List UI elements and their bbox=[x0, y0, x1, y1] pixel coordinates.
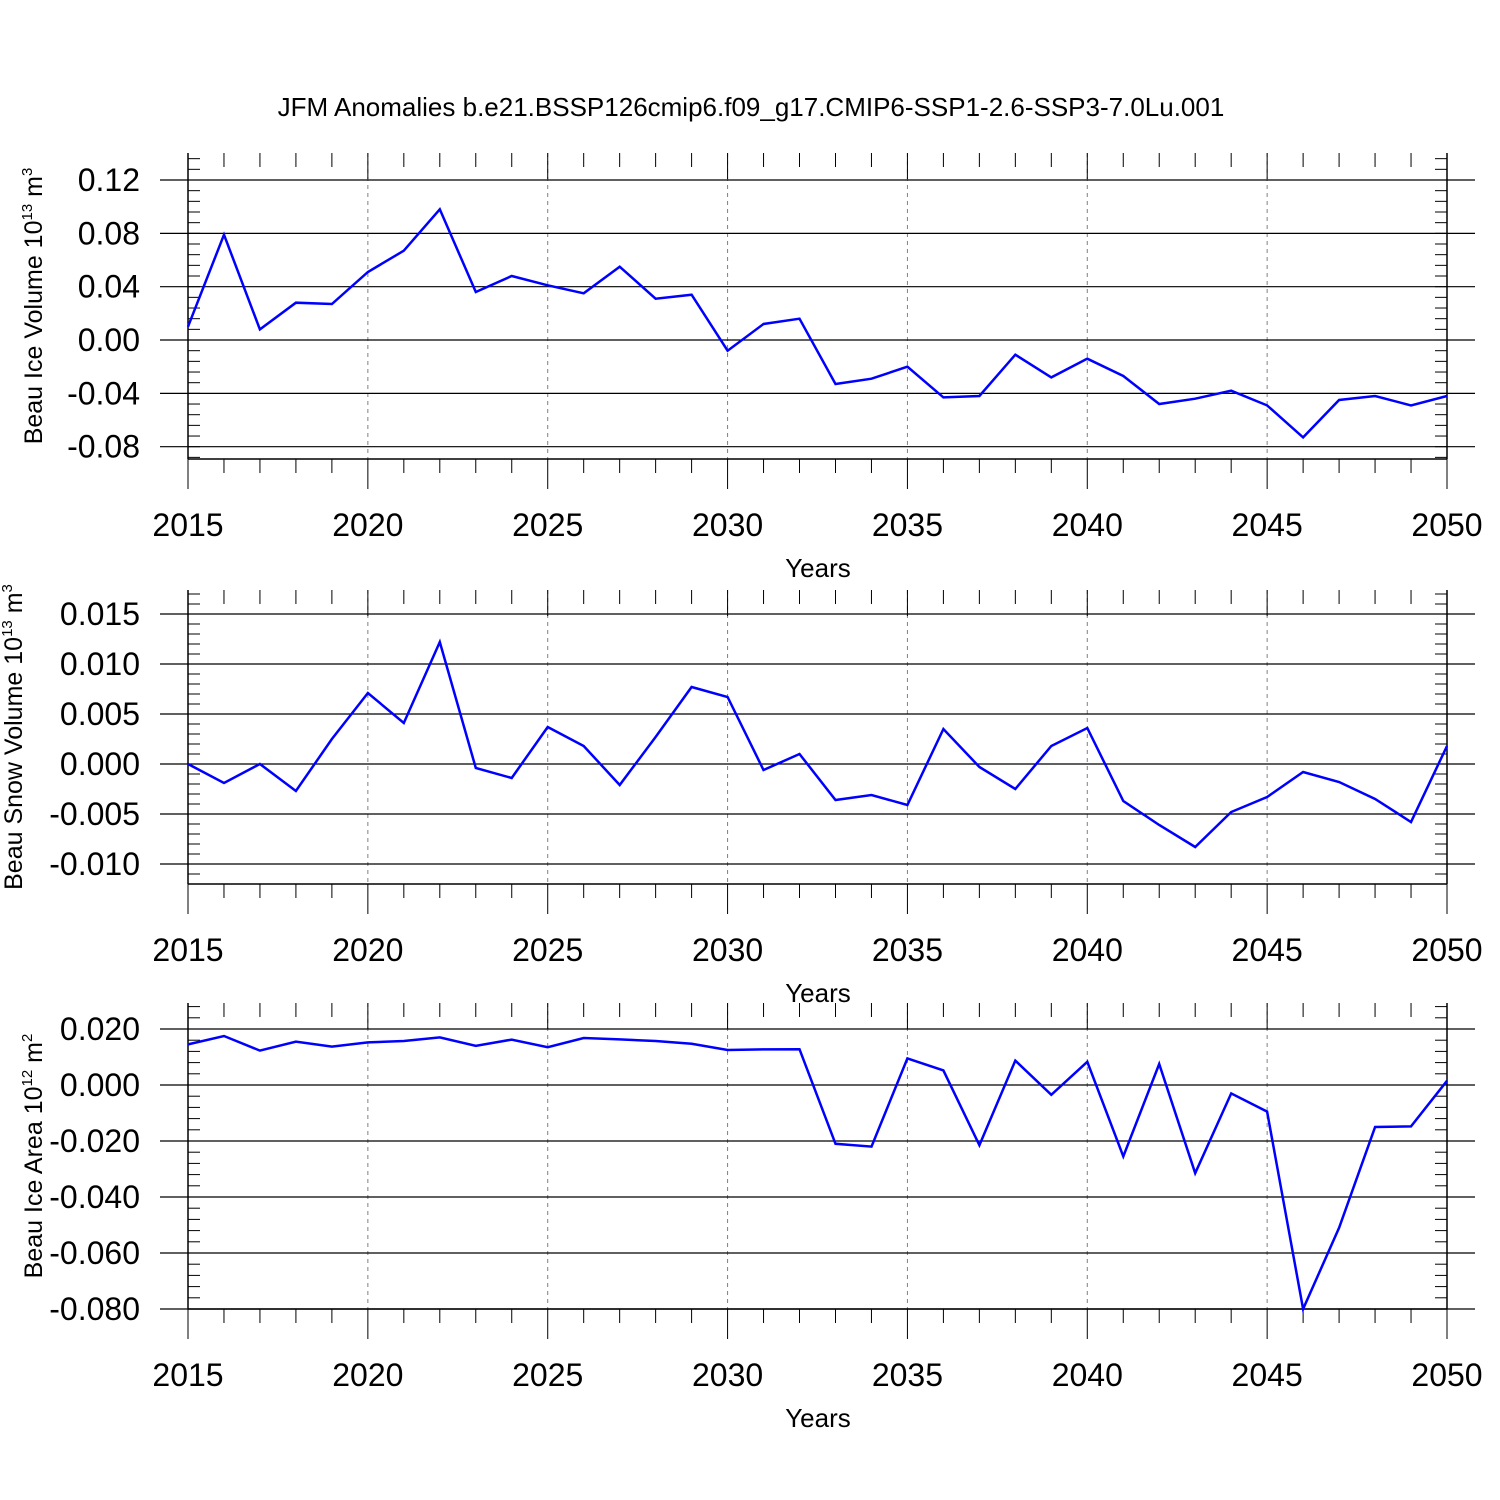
panel-1: 0.12 0.08 0.04 0.00 -0.04 -0.08 2015 2020 2025 20… bbox=[19, 153, 1483, 583]
y-tick-label: 0.000 bbox=[60, 1067, 140, 1103]
y-tick-label: 0.00 bbox=[78, 322, 140, 358]
x-tick-label: 2045 bbox=[1232, 932, 1303, 968]
panel-3: 0.020 0.000 -0.020 -0.040 -0.060 -0.080 2015 20… bbox=[19, 1003, 1483, 1433]
series-line bbox=[187, 638, 1449, 849]
y-tick-label: 0.04 bbox=[78, 269, 140, 305]
y-tick-label: 0.005 bbox=[60, 696, 140, 732]
y-tick-label: 0.12 bbox=[78, 162, 140, 198]
series-line bbox=[187, 1034, 1448, 1314]
x-tick-label: 2030 bbox=[692, 932, 763, 968]
x-tick-label: 2020 bbox=[332, 507, 403, 543]
x-tick-label: 2050 bbox=[1411, 507, 1482, 543]
y-tick-label: -0.005 bbox=[49, 796, 140, 832]
y-tick-label: -0.08 bbox=[67, 429, 140, 465]
y-axis-label: Beau Ice Volume 1013 m3 bbox=[19, 168, 48, 445]
y-tick-label: -0.04 bbox=[67, 375, 140, 411]
y-tick-label: 0.000 bbox=[60, 746, 140, 782]
x-tick-label: 2045 bbox=[1232, 1357, 1303, 1393]
y-axis-label: Beau Ice Area 1012 m2 bbox=[19, 1034, 48, 1279]
y-tick-label: 0.010 bbox=[60, 646, 140, 682]
x-tick-label: 2050 bbox=[1411, 1357, 1482, 1393]
x-tick-label: 2015 bbox=[152, 1357, 223, 1393]
y-tick-label: -0.010 bbox=[49, 846, 140, 882]
x-tick-label: 2020 bbox=[332, 932, 403, 968]
y-tick-label: 0.08 bbox=[78, 215, 140, 251]
x-tick-label: 2025 bbox=[512, 507, 583, 543]
y-tick-label: 0.015 bbox=[60, 596, 140, 632]
x-tick-label: 2045 bbox=[1232, 507, 1303, 543]
y-tick-label: -0.080 bbox=[49, 1291, 140, 1327]
x-tick-label: 2040 bbox=[1052, 507, 1123, 543]
x-tick-label: 2040 bbox=[1052, 1357, 1123, 1393]
x-tick-label: 2025 bbox=[512, 1357, 583, 1393]
chart-title: JFM Anomalies b.e21.BSSP126cmip6.f09_g17… bbox=[278, 92, 1225, 122]
x-tick-label: 2015 bbox=[152, 507, 223, 543]
x-tick-label: 2035 bbox=[872, 932, 943, 968]
x-tick-label: 2030 bbox=[692, 507, 763, 543]
x-tick-label: 2050 bbox=[1411, 932, 1482, 968]
x-axis-label: Years bbox=[785, 553, 851, 583]
x-tick-label: 2035 bbox=[872, 507, 943, 543]
x-tick-label: 2035 bbox=[872, 1357, 943, 1393]
y-tick-label: -0.060 bbox=[49, 1235, 140, 1271]
y-tick-label: -0.020 bbox=[49, 1123, 140, 1159]
y-axis-label: Beau Snow Volume 1013 m3 bbox=[0, 584, 28, 890]
series-line bbox=[186, 206, 1448, 440]
x-tick-label: 2020 bbox=[332, 1357, 403, 1393]
x-tick-label: 2015 bbox=[152, 932, 223, 968]
x-tick-label: 2030 bbox=[692, 1357, 763, 1393]
x-tick-label: 2040 bbox=[1052, 932, 1123, 968]
x-axis-label: Years bbox=[785, 978, 851, 1008]
y-tick-label: 0.020 bbox=[60, 1011, 140, 1047]
y-tick-label: -0.040 bbox=[49, 1179, 140, 1215]
x-tick-label: 2025 bbox=[512, 932, 583, 968]
x-axis-label: Years bbox=[785, 1403, 851, 1433]
panel-2: 0.015 0.010 0.005 0.000 -0.005 -0.010 2015 2020… bbox=[0, 584, 1483, 1008]
